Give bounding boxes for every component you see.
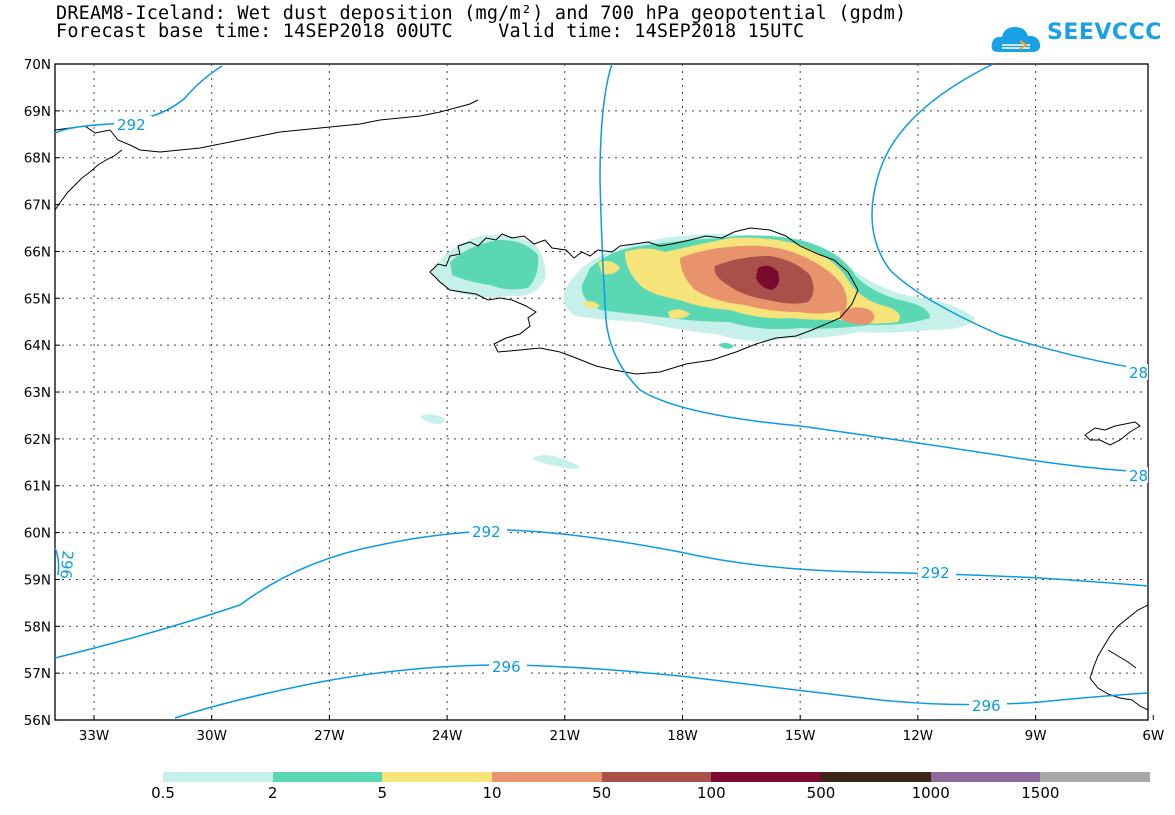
legend-swatch <box>1040 772 1151 782</box>
longitude-label: 18W <box>667 728 698 744</box>
latitude-label: 70N <box>24 57 51 73</box>
contour-label: 28 <box>1129 364 1148 382</box>
contour-label: 292 <box>921 564 950 582</box>
coastlines <box>54 99 1149 711</box>
latitude-label: 63N <box>24 385 51 401</box>
legend-swatch <box>272 772 383 782</box>
legend-swatch <box>492 772 602 782</box>
legend-label: 1500 <box>1021 784 1060 802</box>
longitude-label: 6W <box>1142 728 1164 744</box>
latitude-label: 69N <box>24 104 51 120</box>
legend-swatch <box>821 772 931 782</box>
legend-label: 0.5 <box>151 784 175 802</box>
latitude-label: 66N <box>24 244 51 260</box>
longitude-labels: 33W 30W 27W 24W 21W 18W 15W 12W 9W 6W <box>79 728 1165 744</box>
longitude-label: 12W <box>903 728 934 744</box>
contour-label: 296 <box>56 550 76 580</box>
latitude-label: 61N <box>24 479 51 495</box>
latitude-label: 57N <box>24 666 51 682</box>
contour-label: 292 <box>472 523 501 541</box>
chart-title: DREAM8-Iceland: Wet dust deposition (mg/… <box>56 3 907 24</box>
geopotential-contours <box>54 63 1149 719</box>
latitude-label: 62N <box>24 432 51 448</box>
graticule <box>55 63 1154 721</box>
legend-label: 500 <box>806 784 836 802</box>
longitude-label: 15W <box>785 728 816 744</box>
legend-swatch <box>711 772 822 782</box>
legend-swatch <box>382 772 493 782</box>
contour-label: 28 <box>1129 467 1148 485</box>
latitude-label: 59N <box>24 572 51 588</box>
latitude-label: 60N <box>24 526 51 542</box>
legend-label: 2 <box>267 784 278 802</box>
logo-text: SEEVCCC <box>1047 20 1162 45</box>
contour-label: 292 <box>117 116 146 134</box>
latitude-label: 68N <box>24 151 51 167</box>
longitude-label: 33W <box>79 728 110 744</box>
legend-label: 5 <box>377 784 388 802</box>
contour-labels: 292 292 292 296 296 28 28 296 <box>56 116 1148 715</box>
legend-swatch <box>601 772 712 782</box>
latitude-label: 67N <box>24 198 51 214</box>
legend-label: 1000 <box>911 784 950 802</box>
longitude-label: 24W <box>432 728 463 744</box>
contour-label: 296 <box>972 697 1001 715</box>
longitude-label: 30W <box>196 728 227 744</box>
cloud-icon <box>991 27 1041 52</box>
latitude-label: 56N <box>24 713 51 729</box>
legend-label: 50 <box>592 784 612 802</box>
longitude-label: 9W <box>1025 728 1047 744</box>
longitude-label: 27W <box>314 728 345 744</box>
latitude-label: 64N <box>24 338 51 354</box>
contour-label: 296 <box>492 658 521 676</box>
dust-deposition-field <box>420 234 975 469</box>
latitude-labels: 70N 69N 68N 67N 66N 65N 64N 63N 62N 61N 60N 59N 58N 5… <box>24 57 51 729</box>
chart-subtitle: Forecast base time: 14SEP2018 00UTC Vali… <box>56 21 805 42</box>
color-legend <box>163 772 1151 782</box>
latitude-label: 58N <box>24 619 51 635</box>
latitude-label: 65N <box>24 291 51 307</box>
legend-label: 100 <box>697 784 726 802</box>
longitude-label: 21W <box>550 728 581 744</box>
legend-label: 10 <box>482 784 502 802</box>
legend-swatch <box>163 772 273 782</box>
legend-swatch <box>930 772 1041 782</box>
